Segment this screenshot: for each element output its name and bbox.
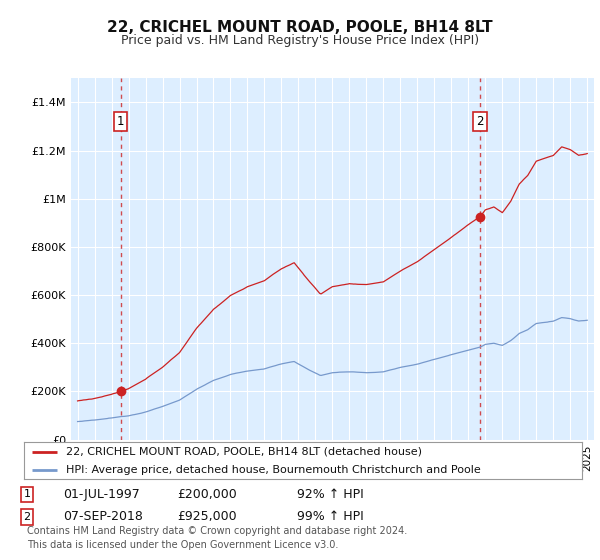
Text: 1: 1 <box>117 115 124 128</box>
Text: 2: 2 <box>476 115 484 128</box>
Text: 99% ↑ HPI: 99% ↑ HPI <box>297 510 364 524</box>
Text: £925,000: £925,000 <box>177 510 236 524</box>
Text: 2: 2 <box>23 512 31 522</box>
Text: Contains HM Land Registry data © Crown copyright and database right 2024.
This d: Contains HM Land Registry data © Crown c… <box>27 526 407 549</box>
Text: 22, CRICHEL MOUNT ROAD, POOLE, BH14 8LT (detached house): 22, CRICHEL MOUNT ROAD, POOLE, BH14 8LT … <box>66 446 422 456</box>
Text: 92% ↑ HPI: 92% ↑ HPI <box>297 488 364 501</box>
Text: 07-SEP-2018: 07-SEP-2018 <box>63 510 143 524</box>
Text: HPI: Average price, detached house, Bournemouth Christchurch and Poole: HPI: Average price, detached house, Bour… <box>66 465 481 475</box>
Text: 01-JUL-1997: 01-JUL-1997 <box>63 488 140 501</box>
Text: 1: 1 <box>23 489 31 500</box>
Text: 22, CRICHEL MOUNT ROAD, POOLE, BH14 8LT: 22, CRICHEL MOUNT ROAD, POOLE, BH14 8LT <box>107 20 493 35</box>
Text: £200,000: £200,000 <box>177 488 237 501</box>
Text: Price paid vs. HM Land Registry's House Price Index (HPI): Price paid vs. HM Land Registry's House … <box>121 34 479 46</box>
